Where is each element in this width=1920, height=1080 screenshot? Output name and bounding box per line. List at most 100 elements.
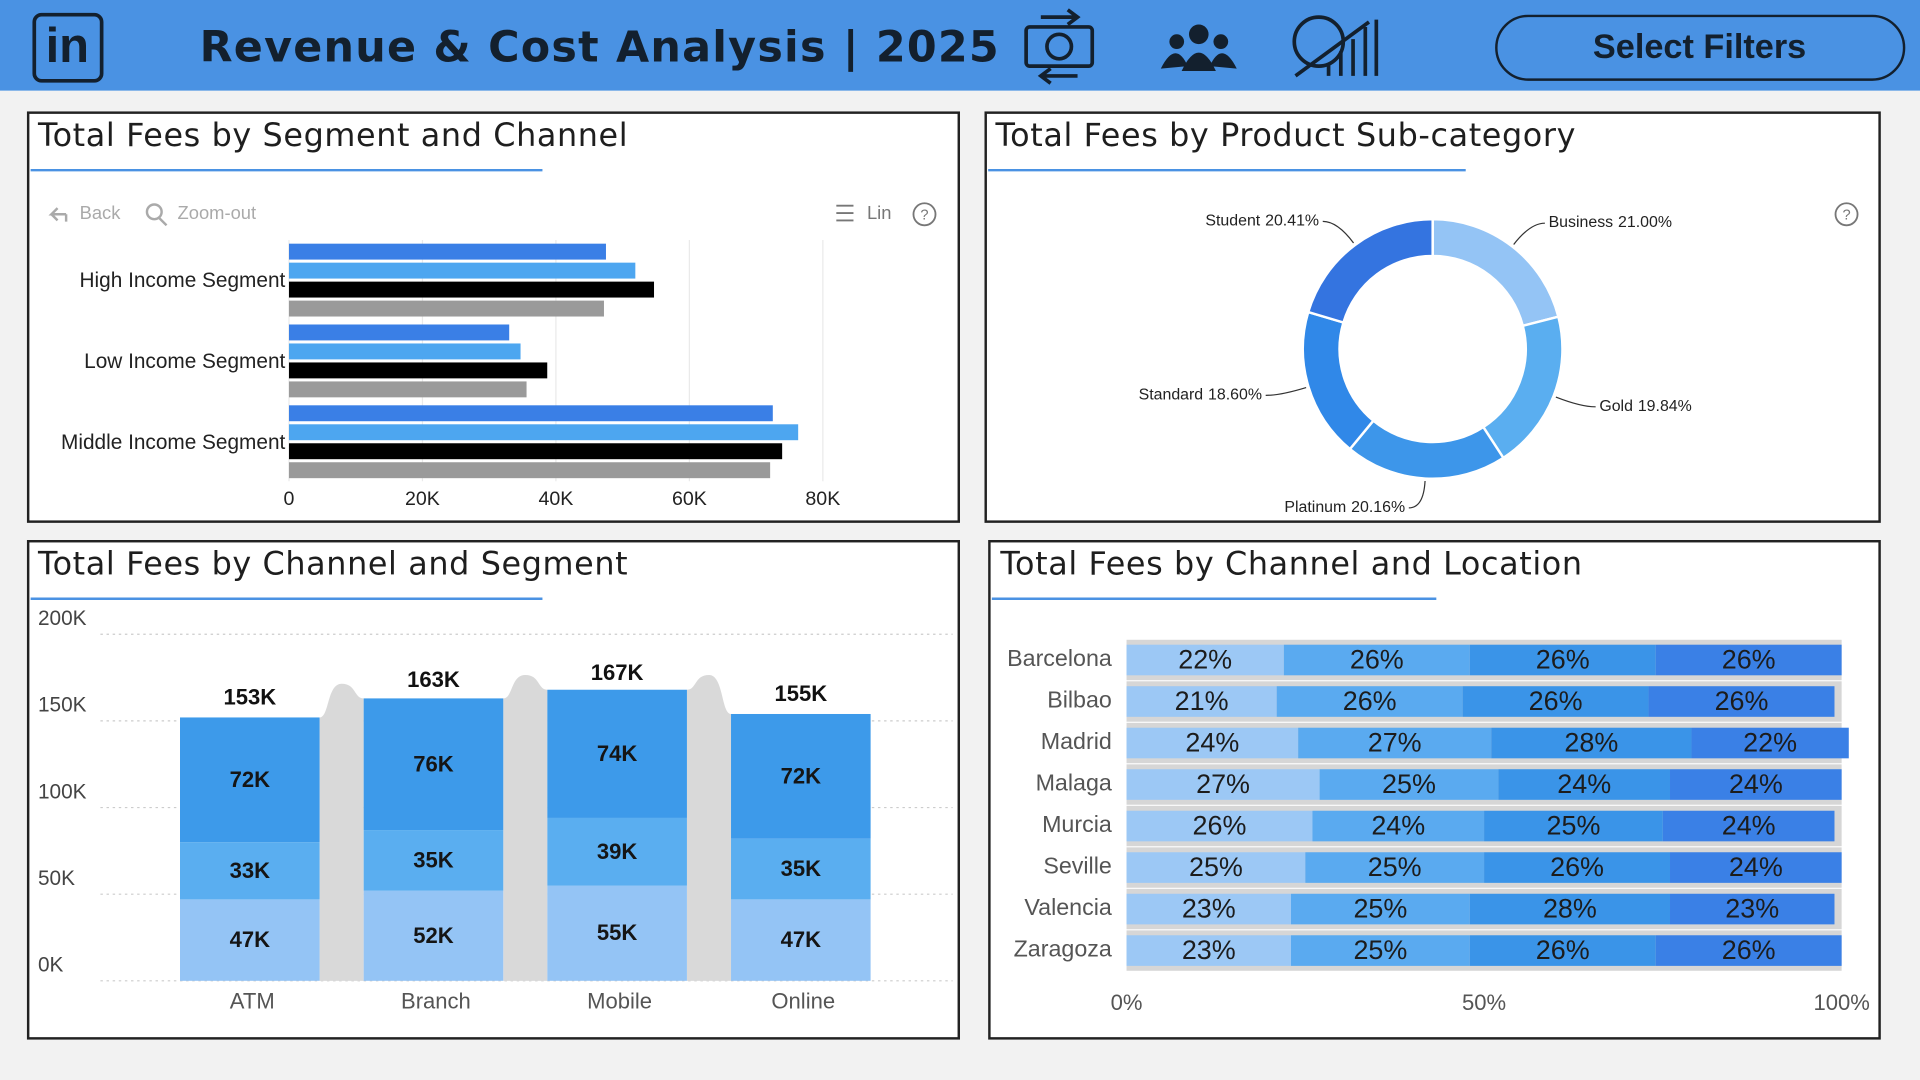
segment-label: 25% bbox=[1353, 893, 1407, 923]
y-tick-label: Valencia bbox=[1024, 894, 1112, 920]
segment-label: 47K bbox=[781, 927, 822, 952]
total-label: 167K bbox=[591, 660, 644, 685]
help-icon[interactable] bbox=[1834, 202, 1859, 227]
segment-label: 26% bbox=[1350, 644, 1404, 674]
back-icon[interactable] bbox=[48, 207, 68, 222]
bar-segment bbox=[1469, 935, 1656, 966]
bar-segment bbox=[363, 698, 504, 831]
scale-button[interactable]: Lin bbox=[867, 202, 892, 223]
segment-label: 27% bbox=[1196, 769, 1250, 799]
bar-segment bbox=[1319, 769, 1499, 800]
bar-segment bbox=[1126, 810, 1313, 842]
bar-segment bbox=[1305, 852, 1485, 883]
header-title: Revenue & Cost Analysis | 2025 bbox=[200, 23, 1000, 73]
x-tick-label: 20K bbox=[405, 488, 440, 510]
x-tick-label: 0% bbox=[1111, 990, 1143, 1015]
bar-segment bbox=[1648, 686, 1835, 717]
help-icon[interactable] bbox=[912, 202, 937, 227]
slice-category: Business bbox=[1549, 214, 1614, 231]
bar-segment bbox=[1670, 769, 1842, 800]
segment-label: 24% bbox=[1729, 769, 1783, 799]
y-tick-label: Low Income Segment bbox=[84, 350, 285, 373]
segment-label: 25% bbox=[1368, 852, 1422, 882]
bar-segment bbox=[1126, 893, 1292, 925]
leader-line bbox=[1408, 480, 1426, 509]
bar-segment bbox=[731, 899, 871, 981]
segment-label: 72K bbox=[230, 767, 271, 792]
segment-label: 39K bbox=[597, 839, 638, 864]
filter-button[interactable] bbox=[1495, 14, 1906, 81]
ribbon bbox=[686, 675, 732, 981]
back-button[interactable]: Back bbox=[80, 202, 122, 223]
x-tick-label: 80K bbox=[805, 488, 840, 510]
y-tick-label: Malaga bbox=[1036, 770, 1112, 796]
segment-label: 25% bbox=[1547, 810, 1601, 840]
segment-label: 25% bbox=[1353, 935, 1407, 965]
bar-segment bbox=[1126, 769, 1320, 800]
slice-category: Standard bbox=[1139, 387, 1204, 404]
bar bbox=[288, 381, 527, 398]
slice-label: Platinum 20.16% bbox=[1284, 499, 1405, 516]
segment-label: 26% bbox=[1550, 852, 1604, 882]
segment-label: 72K bbox=[781, 763, 822, 788]
bar bbox=[288, 281, 655, 298]
segment-label: 23% bbox=[1182, 935, 1236, 965]
x-tick-label: 50% bbox=[1462, 990, 1506, 1015]
segment-label: 22% bbox=[1178, 644, 1232, 674]
y-tick-label: Barcelona bbox=[1007, 645, 1112, 671]
bar bbox=[288, 262, 636, 279]
help-icon-label[interactable]: ? bbox=[920, 207, 928, 223]
bar-segment bbox=[1662, 810, 1835, 842]
bar bbox=[288, 343, 521, 360]
y-tick-label: High Income Segment bbox=[80, 269, 286, 292]
ribbon bbox=[319, 683, 364, 981]
segment-label: 26% bbox=[1193, 810, 1247, 840]
segment-label: 26% bbox=[1722, 935, 1776, 965]
bar-segment bbox=[547, 885, 687, 981]
segment-label: 24% bbox=[1185, 727, 1239, 757]
bar bbox=[288, 424, 799, 441]
list-icon[interactable] bbox=[836, 204, 854, 222]
segment-label: 28% bbox=[1543, 893, 1597, 923]
leader-line bbox=[1513, 222, 1545, 245]
segment-label: 26% bbox=[1529, 686, 1583, 716]
segment-label: 35K bbox=[413, 847, 454, 872]
slice-category: Student bbox=[1205, 213, 1260, 230]
segment-label: 24% bbox=[1729, 852, 1783, 882]
total-label: 163K bbox=[407, 667, 460, 692]
x-tick-label: Online bbox=[771, 989, 835, 1014]
segment-label: 52K bbox=[413, 923, 454, 948]
y-tick-label: Murcia bbox=[1042, 811, 1112, 837]
segment-label: 76K bbox=[413, 751, 454, 776]
bar-segment bbox=[1491, 727, 1692, 759]
segment-label: 26% bbox=[1536, 644, 1590, 674]
bar-segment bbox=[1126, 727, 1299, 759]
slice-label: Standard 18.60% bbox=[1139, 387, 1262, 404]
bar-segment bbox=[1283, 644, 1470, 676]
y-tick-label: 50K bbox=[38, 867, 75, 890]
y-tick-label: 0K bbox=[38, 954, 64, 977]
help-icon-label[interactable]: ? bbox=[1842, 207, 1850, 223]
segment-label: 21% bbox=[1175, 686, 1229, 716]
bar-segment bbox=[1484, 852, 1671, 883]
slice-value: 21.00% bbox=[1618, 214, 1672, 231]
bar bbox=[288, 362, 548, 379]
zoom-icon[interactable] bbox=[158, 217, 168, 227]
bar-segment bbox=[363, 830, 504, 891]
zoom-icon[interactable] bbox=[145, 203, 163, 221]
zoom-out-button[interactable]: Zoom-out bbox=[178, 202, 257, 223]
growth-icon bbox=[1292, 15, 1379, 78]
total-label: 155K bbox=[774, 681, 827, 706]
segment-label: 26% bbox=[1715, 686, 1769, 716]
slice-label: Student 20.41% bbox=[1205, 213, 1319, 230]
y-tick-label: Madrid bbox=[1041, 728, 1112, 754]
x-tick-label: 0 bbox=[284, 488, 295, 510]
segment-label: 24% bbox=[1557, 769, 1611, 799]
filter-button-label[interactable]: Select Filters bbox=[1593, 28, 1806, 66]
bar-segment bbox=[180, 842, 320, 900]
y-tick-label: 150K bbox=[38, 694, 87, 717]
slice-value: 18.60% bbox=[1208, 387, 1262, 404]
bar-segment bbox=[1670, 893, 1835, 925]
bar-segment bbox=[180, 717, 320, 843]
